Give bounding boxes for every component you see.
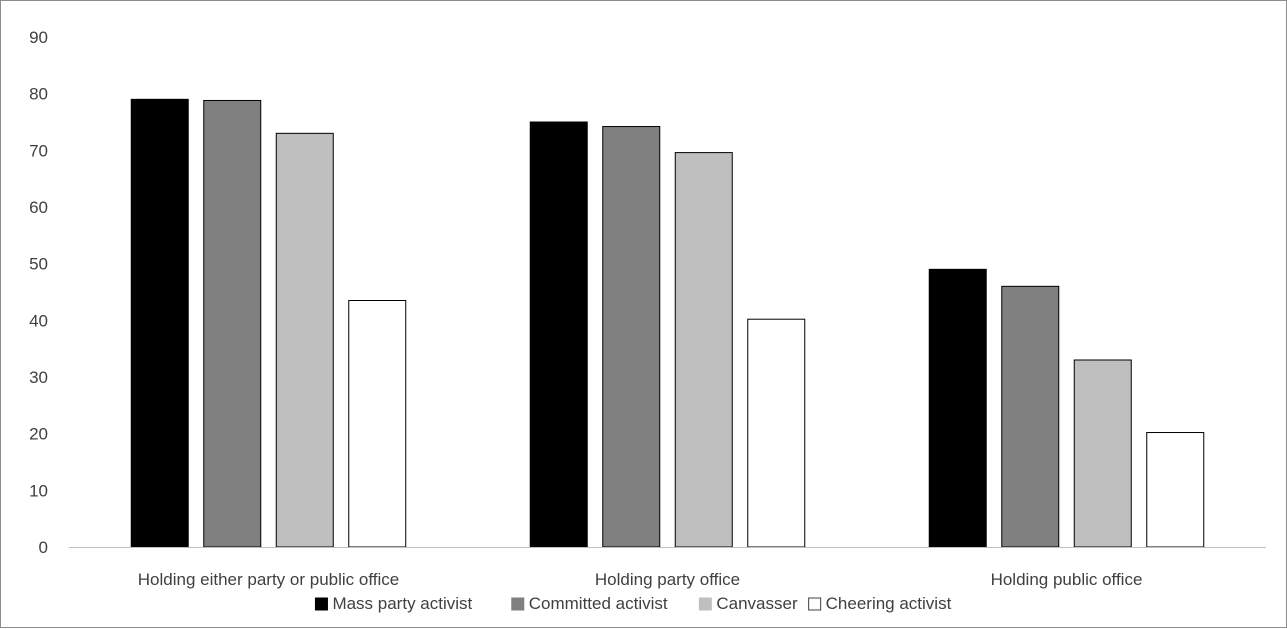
legend-swatch [808,597,822,611]
y-tick-label: 90 [29,28,48,47]
y-tick-label: 80 [29,85,48,104]
x-category-label: Holding either party or public office [138,570,399,589]
y-tick-label: 60 [29,198,48,217]
legend-swatch [314,597,328,611]
y-tick-label: 50 [29,255,48,274]
bar [674,152,733,548]
bar [1073,359,1132,548]
x-category-label: Holding party office [595,570,740,589]
legend-label: Cheering activist [826,594,952,613]
legend-swatch [511,597,525,611]
y-tick-label: 70 [29,141,48,160]
bar [130,98,189,548]
bar [747,318,806,548]
y-tick-label: 40 [29,311,48,330]
bar [1001,285,1060,548]
y-tick-label: 20 [29,425,48,444]
legend-label: Mass party activist [332,594,472,613]
y-tick-label: 10 [29,481,48,500]
bar [602,126,661,548]
y-tick-label: 30 [29,368,48,387]
bar [348,300,407,548]
bar [1146,432,1205,548]
bar [529,121,588,548]
bar [203,99,262,548]
bar [275,132,334,548]
bar [928,268,987,548]
x-category-label: Holding public office [991,570,1143,589]
y-tick-label: 0 [39,538,48,557]
legend-label: Canvasser [716,594,798,613]
legend-label: Committed activist [529,594,668,613]
legend-swatch [698,597,712,611]
